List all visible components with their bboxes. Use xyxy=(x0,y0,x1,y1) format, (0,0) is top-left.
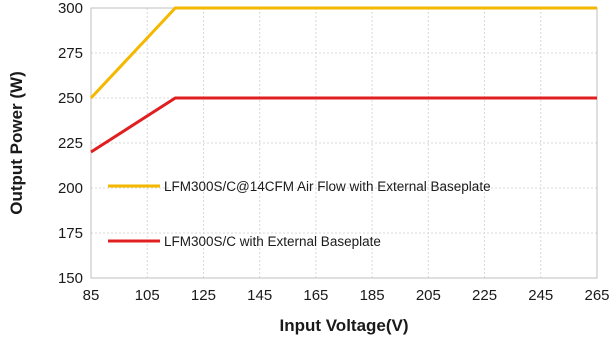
x-tick-label: 105 xyxy=(135,287,160,304)
x-axis-ticks: 85 105 125 145 165 185 205 225 245 265 xyxy=(83,287,609,304)
series-line-2 xyxy=(90,96,597,154)
legend-label-1: LFM300S/C@14CFM Air Flow with External B… xyxy=(164,179,491,194)
y-tick-label: 150 xyxy=(58,270,83,287)
series-lines xyxy=(89,6,597,154)
x-tick-label: 185 xyxy=(360,287,385,304)
legend: LFM300S/C@14CFM Air Flow with External B… xyxy=(108,179,491,249)
y-tick-label: 200 xyxy=(58,180,83,197)
y-tick-label: 175 xyxy=(58,225,83,242)
x-tick-label: 245 xyxy=(528,287,553,304)
x-tick-label: 205 xyxy=(416,287,441,304)
x-tick-label: 265 xyxy=(584,287,609,304)
y-tick-label: 225 xyxy=(58,135,83,152)
y-axis-title: Output Power (W) xyxy=(7,71,26,215)
series-line-1 xyxy=(89,6,597,100)
y-tick-label: 275 xyxy=(58,45,83,62)
x-axis-title: Input Voltage(V) xyxy=(279,316,408,335)
x-tick-label: 145 xyxy=(247,287,272,304)
x-tick-label: 165 xyxy=(303,287,328,304)
x-tick-label: 225 xyxy=(472,287,497,304)
y-tick-label: 300 xyxy=(58,0,83,17)
x-tick-label: 125 xyxy=(191,287,216,304)
legend-label-2: LFM300S/C with External Baseplate xyxy=(164,234,381,249)
x-tick-label: 85 xyxy=(83,287,100,304)
y-tick-label: 250 xyxy=(58,90,83,107)
y-axis-ticks: 150 175 200 225 250 275 300 xyxy=(58,0,83,287)
